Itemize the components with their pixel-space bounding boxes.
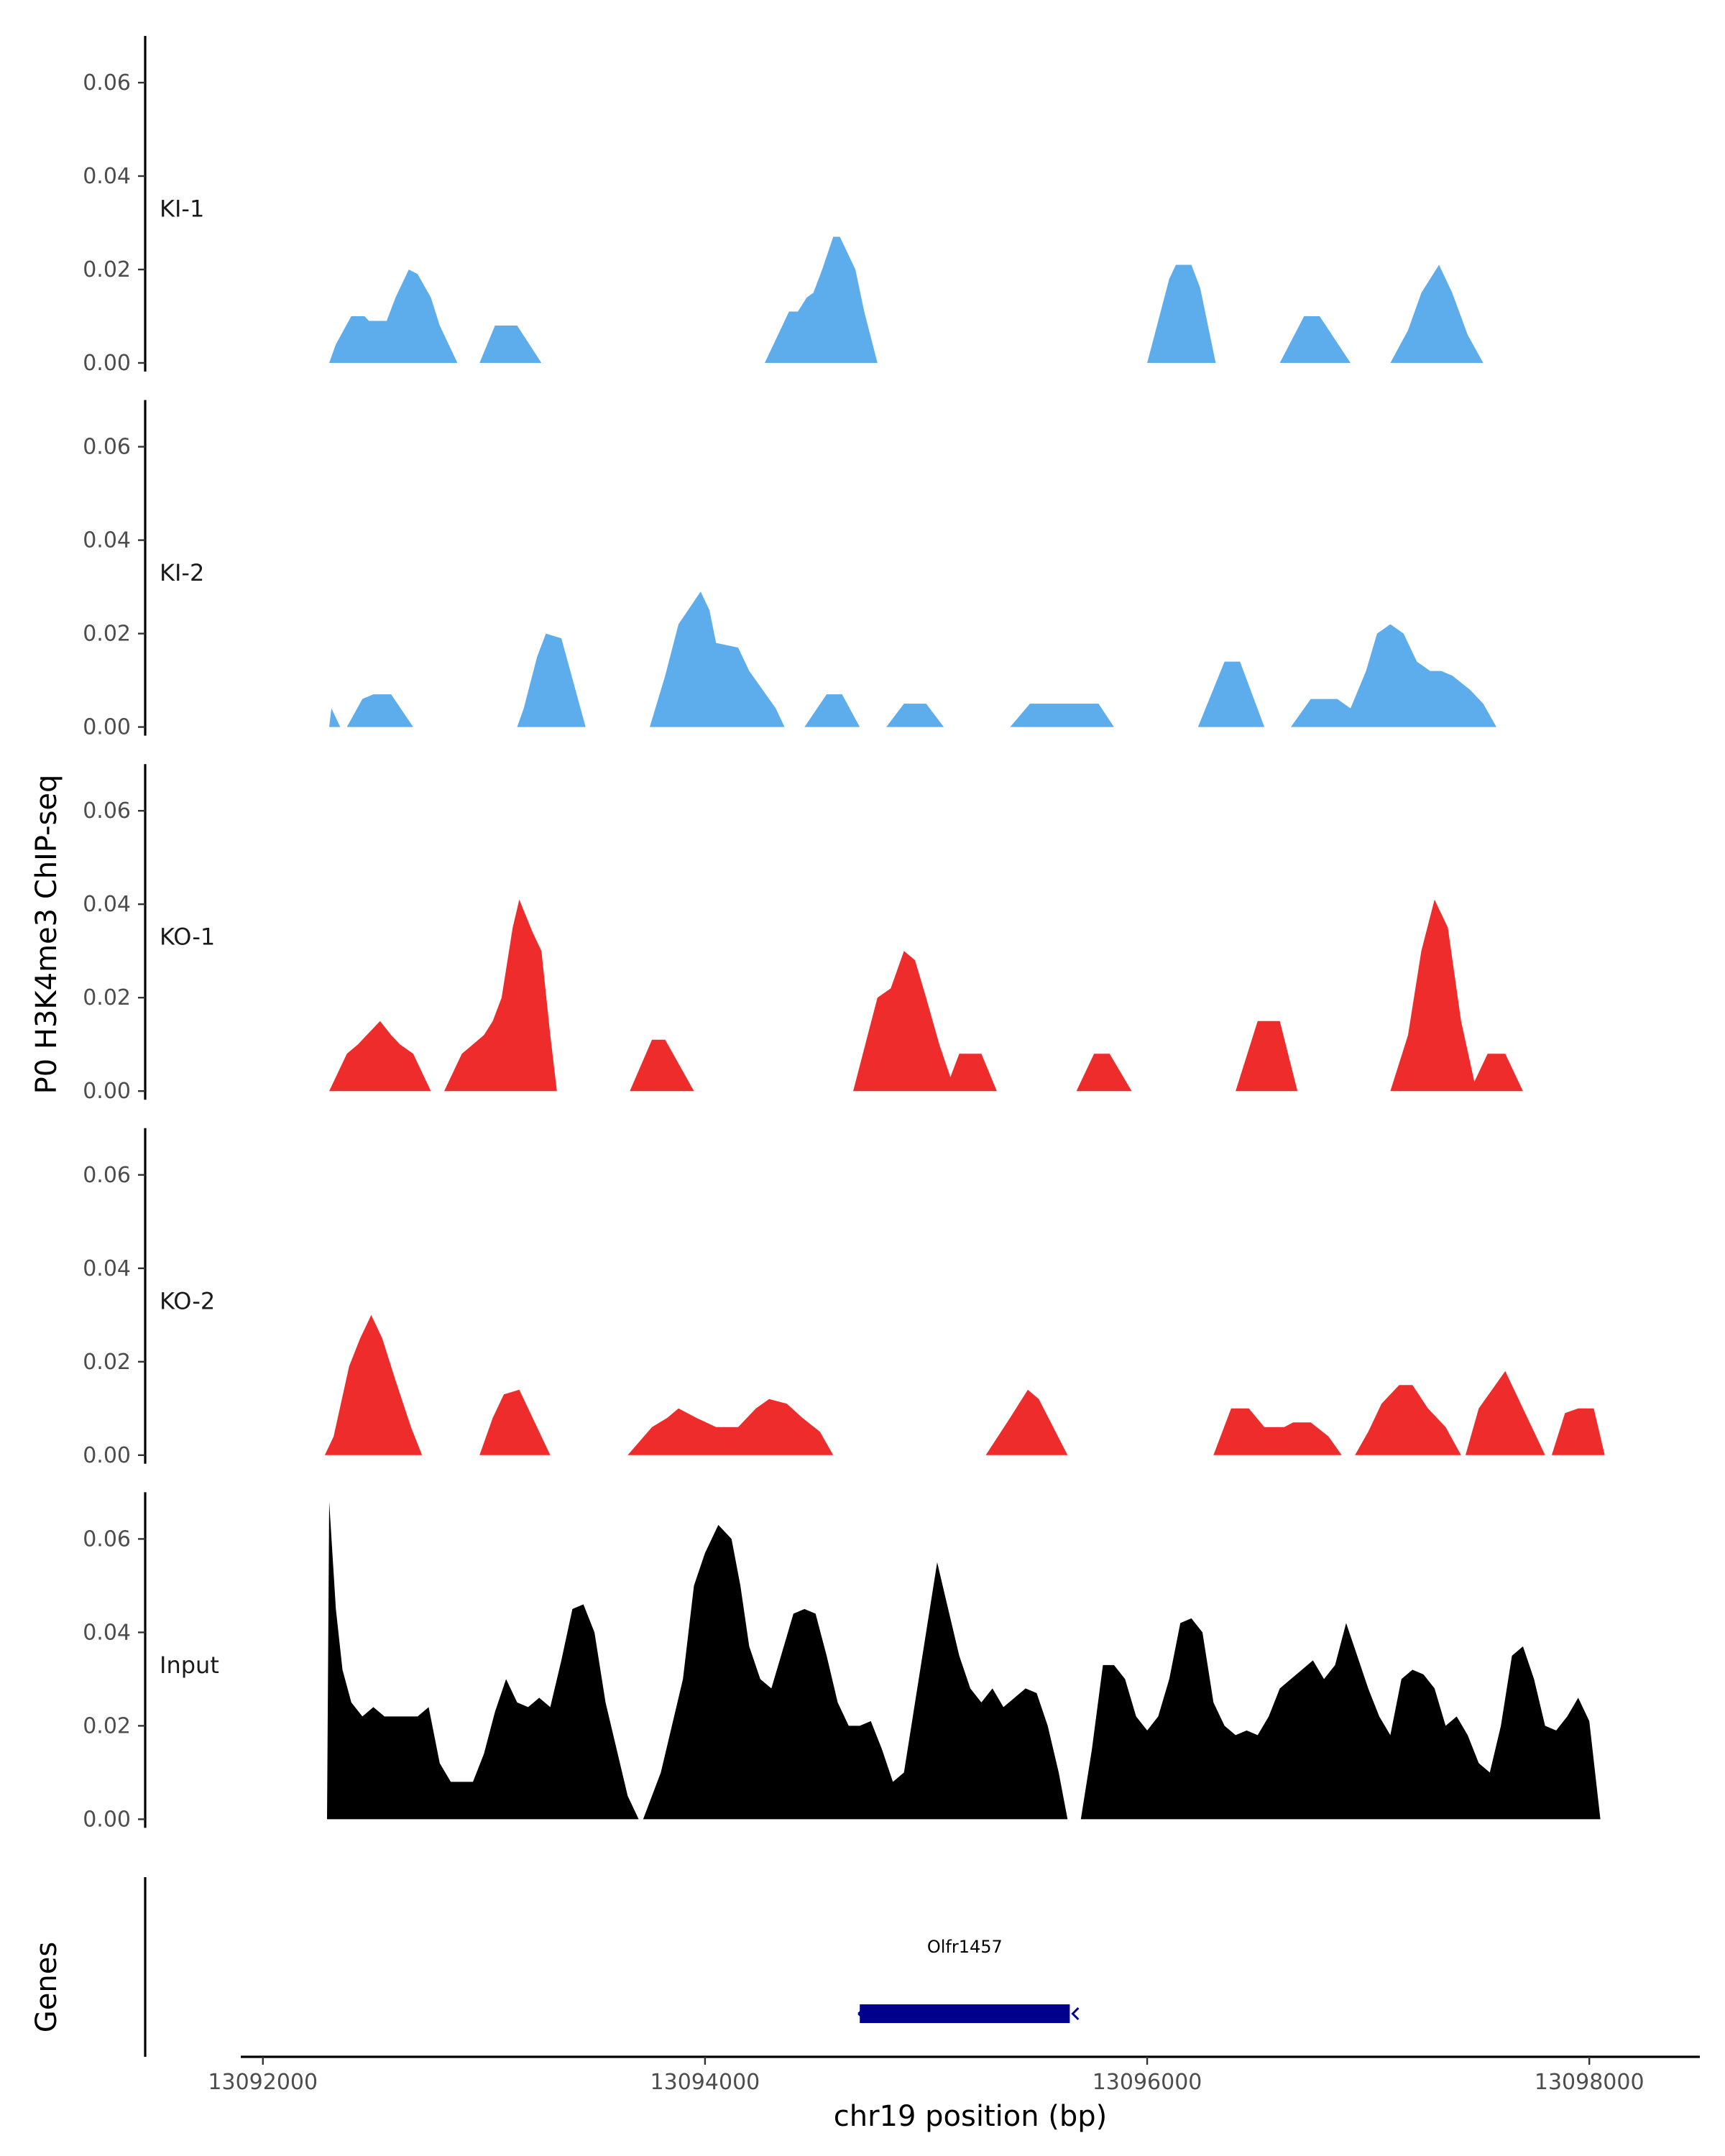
tracks-layer: 0.00 0.02 0.04 0.06 KI-1 0.00 0.02 0.04 0.06 KI-2… xyxy=(83,36,1605,1832)
y-tick-label: 0.00 xyxy=(83,715,131,740)
signal-area xyxy=(985,1389,1068,1455)
y-tick-label: 0.02 xyxy=(83,622,131,647)
signal-area xyxy=(1466,1370,1545,1455)
x-tick-label: 13098000 xyxy=(1535,2070,1644,2095)
signal-area xyxy=(1236,1021,1298,1092)
signal-area xyxy=(327,1501,639,1820)
y-tick-label: 0.00 xyxy=(83,1443,131,1468)
signal-area xyxy=(1010,704,1114,727)
signal-area xyxy=(1291,624,1496,727)
signal-area xyxy=(517,633,586,727)
signal-area xyxy=(1213,1408,1342,1455)
signal-area xyxy=(630,1039,694,1092)
genes-axis-title: Genes xyxy=(30,1942,63,2032)
signal-area xyxy=(1390,899,1523,1092)
y-tick-label: 0.06 xyxy=(83,70,131,96)
signal-area xyxy=(1076,1054,1132,1092)
signal-area xyxy=(804,694,860,727)
track-label: Input xyxy=(160,1651,219,1679)
track-label: KO-1 xyxy=(160,923,215,951)
y-tick-label: 0.02 xyxy=(83,257,131,282)
signal-area xyxy=(329,708,341,727)
y-tick-label: 0.06 xyxy=(83,435,131,460)
signal-area xyxy=(627,1399,834,1455)
y-tick-label: 0.06 xyxy=(83,1526,131,1552)
y-tick-label: 0.04 xyxy=(83,892,131,917)
signal-area xyxy=(853,951,997,1092)
y-tick-label: 0.04 xyxy=(83,528,131,553)
track-input: 0.00 0.02 0.04 0.06 Input xyxy=(83,1492,1601,1832)
strand-arrow-icon xyxy=(1071,2007,1080,2021)
signal-area xyxy=(329,1021,431,1092)
track-ki-1: 0.00 0.02 0.04 0.06 KI-1 xyxy=(83,36,1484,376)
x-tick-label: 13092000 xyxy=(208,2070,318,2095)
signal-area xyxy=(324,1314,423,1455)
strand-arrow-icon xyxy=(857,2007,867,2021)
signal-area xyxy=(1279,316,1351,363)
y-tick-label: 0.00 xyxy=(83,351,131,376)
y-tick-label: 0.02 xyxy=(83,985,131,1010)
signal-area xyxy=(1390,264,1484,363)
genes-track: Olfr1457 xyxy=(144,1877,1080,2057)
track-label: KI-2 xyxy=(160,559,204,586)
x-tick-label: 13096000 xyxy=(1092,2070,1202,2095)
signal-area xyxy=(1355,1385,1461,1455)
y-tick-label: 0.04 xyxy=(83,164,131,189)
signal-area xyxy=(765,236,878,363)
track-ki-2: 0.00 0.02 0.04 0.06 KI-2 xyxy=(83,400,1496,740)
y-tick-label: 0.04 xyxy=(83,1620,131,1645)
signal-area xyxy=(886,704,944,727)
signal-area xyxy=(479,1389,551,1455)
x-tick-label: 13094000 xyxy=(650,2070,760,2095)
signal-area xyxy=(329,270,458,363)
track-label: KO-2 xyxy=(160,1287,215,1314)
signal-area xyxy=(1197,661,1265,727)
signal-area xyxy=(1551,1408,1605,1455)
track-label: KI-1 xyxy=(160,195,204,223)
signal-area xyxy=(643,1524,1068,1820)
track-ko-2: 0.00 0.02 0.04 0.06 KO-2 xyxy=(83,1128,1605,1468)
signal-area xyxy=(1080,1618,1601,1820)
signal-area xyxy=(650,591,785,727)
y-tick-label: 0.02 xyxy=(83,1350,131,1375)
gene-label: Olfr1457 xyxy=(927,1937,1003,1957)
y-tick-label: 0.00 xyxy=(83,1807,131,1832)
signal-area xyxy=(1147,264,1216,363)
x-axis-title: chr19 position (bp) xyxy=(834,2100,1108,2133)
x-axis: 13092000 13094000 13096000 13098000 xyxy=(208,2055,1700,2095)
y-tick-label: 0.04 xyxy=(83,1256,131,1281)
gene-olfr1457: Olfr1457 xyxy=(857,1937,1080,2023)
gene-body xyxy=(860,2004,1070,2023)
track-ko-1: 0.00 0.02 0.04 0.06 KO-1 xyxy=(83,764,1523,1104)
y-axis-title: P0 H3K4me3 ChIP-seq xyxy=(30,775,63,1095)
y-tick-label: 0.06 xyxy=(83,1163,131,1188)
y-tick-label: 0.00 xyxy=(83,1079,131,1104)
y-tick-label: 0.06 xyxy=(83,798,131,824)
signal-area xyxy=(444,899,557,1092)
signal-area xyxy=(346,694,413,727)
signal-area xyxy=(479,326,542,363)
y-tick-label: 0.02 xyxy=(83,1713,131,1738)
